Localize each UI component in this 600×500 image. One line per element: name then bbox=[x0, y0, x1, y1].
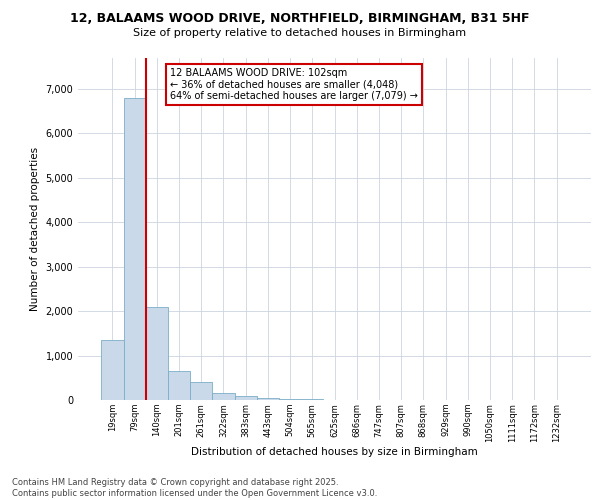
Text: Contains HM Land Registry data © Crown copyright and database right 2025.
Contai: Contains HM Land Registry data © Crown c… bbox=[12, 478, 377, 498]
Bar bbox=[124, 98, 146, 400]
X-axis label: Distribution of detached houses by size in Birmingham: Distribution of detached houses by size … bbox=[191, 448, 478, 458]
Bar bbox=[279, 398, 301, 400]
Bar bbox=[168, 371, 190, 400]
Bar bbox=[235, 396, 257, 400]
Y-axis label: Number of detached properties: Number of detached properties bbox=[30, 146, 40, 311]
Text: Size of property relative to detached houses in Birmingham: Size of property relative to detached ho… bbox=[133, 28, 467, 38]
Text: 12, BALAAMS WOOD DRIVE, NORTHFIELD, BIRMINGHAM, B31 5HF: 12, BALAAMS WOOD DRIVE, NORTHFIELD, BIRM… bbox=[70, 12, 530, 26]
Bar bbox=[190, 382, 212, 400]
Bar bbox=[257, 398, 279, 400]
Bar bbox=[146, 306, 168, 400]
Bar bbox=[101, 340, 124, 400]
Text: 12 BALAAMS WOOD DRIVE: 102sqm
← 36% of detached houses are smaller (4,048)
64% o: 12 BALAAMS WOOD DRIVE: 102sqm ← 36% of d… bbox=[170, 68, 418, 101]
Bar bbox=[212, 394, 235, 400]
